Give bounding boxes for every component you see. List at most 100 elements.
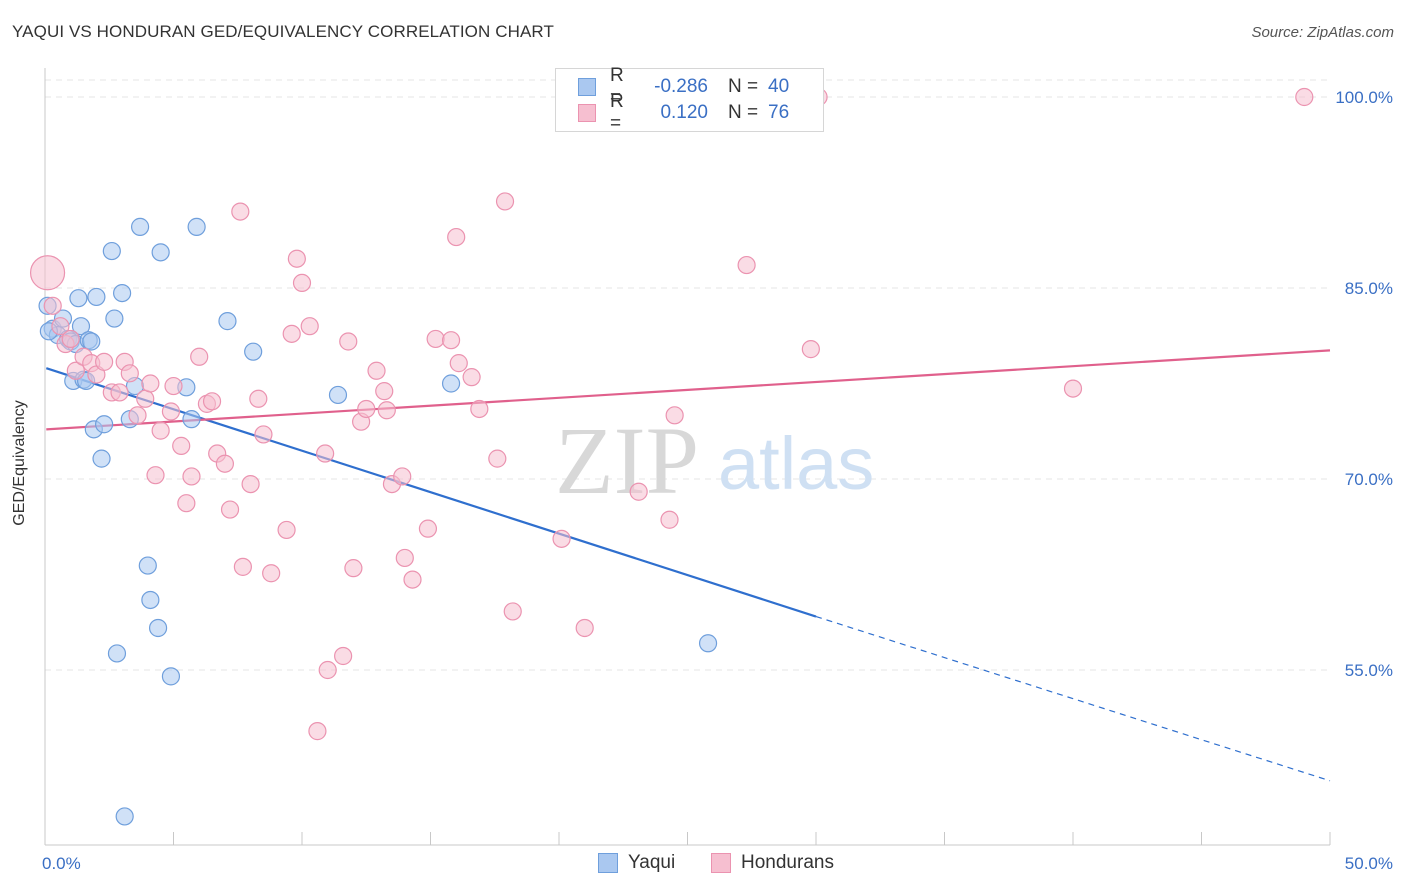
chart-title: YAQUI VS HONDURAN GED/EQUIVALENCY CORREL…: [12, 22, 554, 41]
point-hondurans: [801, 340, 820, 359]
point-hondurans: [66, 361, 85, 380]
point-hondurans: [339, 332, 358, 351]
point-hondurans: [629, 482, 648, 501]
point-hondurans: [300, 317, 319, 336]
point-hondurans: [495, 192, 515, 211]
trend-line-extension-yaqui: [815, 615, 1331, 782]
point-hondurans: [262, 564, 281, 583]
point-hondurans: [403, 570, 422, 589]
point-hondurans: [182, 467, 201, 486]
point-hondurans: [375, 382, 394, 401]
source-credit: Source: ZipAtlas.com: [1251, 24, 1394, 41]
point-hondurans: [172, 436, 191, 455]
point-yaqui: [112, 283, 132, 303]
point-yaqui: [107, 644, 127, 663]
point-hondurans: [241, 474, 260, 494]
legend-n-value: 40: [768, 76, 790, 97]
legend-n-label: N =: [728, 102, 759, 123]
point-hondurans: [737, 255, 756, 275]
point-yaqui: [69, 289, 88, 308]
legend-row-hondurans: R = 0.120 N = 76: [578, 91, 790, 134]
point-yaqui: [92, 449, 111, 468]
point-yaqui: [218, 312, 237, 331]
point-yaqui: [182, 410, 201, 429]
point-hondurans: [665, 406, 684, 425]
point-hondurans: [254, 425, 273, 444]
axes: [44, 68, 1331, 846]
point-hondurans: [177, 494, 196, 513]
point-hondurans: [151, 421, 170, 440]
point-hondurans: [136, 389, 155, 408]
legend-label-yaqui: Yaqui: [628, 852, 676, 873]
point-hondurans: [1063, 379, 1083, 398]
point-hondurans: [277, 520, 296, 540]
grid-lines: [45, 79, 1330, 671]
point-yaqui: [82, 332, 101, 351]
point-hondurans: [395, 548, 414, 568]
point-hondurans: [367, 361, 386, 380]
point-hondurans: [660, 510, 679, 529]
point-hondurans: [43, 296, 62, 315]
point-yaqui: [115, 807, 134, 826]
point-hondurans: [441, 331, 461, 350]
y-tick-label: 100.0%: [1335, 88, 1393, 107]
point-hondurans: [334, 646, 353, 666]
point-yaqui: [105, 309, 124, 328]
point-hondurans: [575, 618, 594, 638]
point-hondurans: [190, 347, 209, 366]
legend-item-hondurans: Hondurans: [711, 852, 834, 874]
legend-swatch-yaqui: [578, 78, 596, 96]
point-hondurans: [318, 660, 337, 680]
point-hondurans: [164, 376, 183, 396]
point-hondurans: [95, 352, 114, 371]
point-yaqui: [71, 317, 91, 336]
point-hondurans: [503, 602, 522, 621]
point-hondurans: [141, 374, 160, 393]
point-hondurans: [202, 392, 222, 411]
point-yaqui: [138, 556, 157, 575]
point-hondurans: [357, 399, 376, 419]
point-hondurans: [215, 454, 234, 473]
point-hondurans: [249, 389, 268, 408]
point-hondurans: [128, 406, 147, 425]
legend-r-label: R =: [610, 65, 624, 108]
tick-labels: 100.0% 85.0% 70.0% 55.0% 0.0% 50.0%: [42, 88, 1393, 873]
point-yaqui: [95, 415, 114, 434]
y-tick-label: 85.0%: [1345, 279, 1393, 298]
point-hondurans: [292, 273, 312, 293]
series-legend: Yaqui Hondurans: [0, 852, 1406, 878]
legend-swatch-yaqui: [598, 853, 618, 873]
legend-r-value: -0.286: [654, 76, 708, 97]
legend-swatch-hondurans: [711, 853, 731, 873]
point-yaqui: [441, 374, 461, 393]
y-tick-label: 70.0%: [1345, 470, 1393, 489]
correlation-legend: R = -0.286 N = 40 R = 0.120 N = 76: [555, 65, 824, 134]
point-hondurans: [377, 401, 396, 420]
point-hondurans: [488, 449, 507, 468]
point-hondurans: [393, 467, 412, 486]
point-hondurans: [61, 329, 80, 349]
point-yaqui: [130, 217, 150, 236]
point-yaqui: [141, 590, 160, 610]
trend-line-hondurans: [46, 349, 1331, 431]
legend-n-value: 76: [768, 102, 790, 123]
point-hondurans: [470, 399, 489, 419]
legend-label-hondurans: Hondurans: [741, 852, 834, 873]
point-yaqui: [148, 618, 168, 638]
point-hondurans: [449, 354, 468, 373]
point-hondurans: [29, 255, 66, 291]
point-hondurans: [51, 317, 70, 336]
watermark-atlas: atlas: [718, 422, 874, 505]
point-hondurans: [282, 324, 301, 343]
x-tick-label: 0.0%: [42, 854, 81, 873]
point-hondurans: [552, 529, 571, 548]
legend-n-label: N =: [728, 76, 759, 97]
point-yaqui: [698, 634, 718, 653]
point-hondurans: [146, 466, 165, 485]
point-hondurans: [418, 519, 438, 538]
legend-row-yaqui: R = -0.286 N = 40: [578, 65, 790, 108]
point-yaqui: [102, 241, 121, 261]
point-hondurans: [462, 368, 481, 387]
point-hondurans: [447, 227, 466, 247]
